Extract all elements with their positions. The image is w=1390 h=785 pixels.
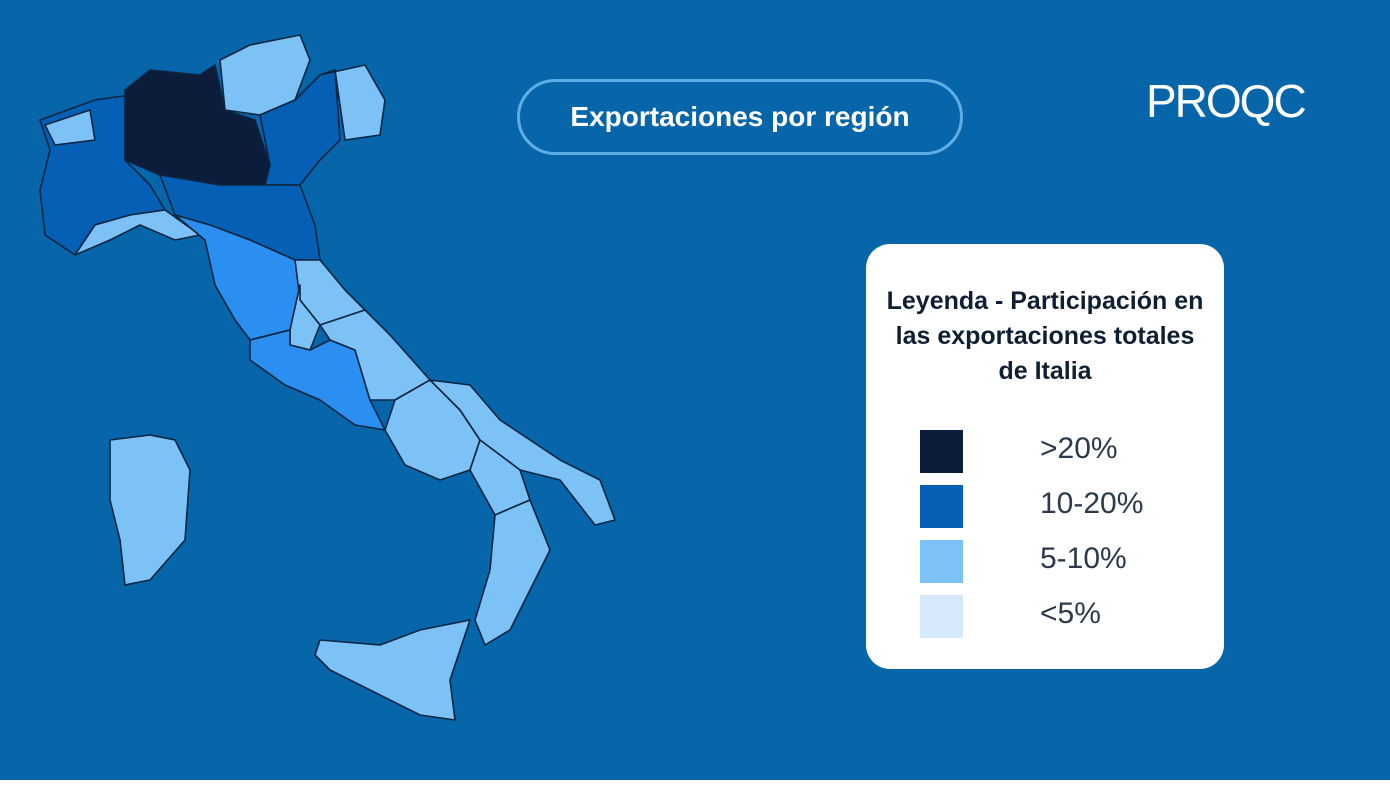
- legend-label: 5-10%: [1040, 542, 1127, 575]
- region: [474, 499, 551, 646]
- region: [319, 64, 386, 141]
- legend-label: 10-20%: [1040, 487, 1144, 520]
- legend-title: Leyenda - Participación en las exportaci…: [886, 287, 1204, 385]
- legend-label: <5%: [1040, 597, 1101, 630]
- region: [259, 69, 341, 186]
- legend-label: >20%: [1040, 432, 1118, 465]
- region: [109, 434, 191, 586]
- region: [219, 34, 311, 116]
- region: [44, 109, 96, 146]
- legend: Leyenda - Participación en las exportaci…: [866, 244, 1224, 669]
- region: [314, 619, 471, 721]
- legend-swatch: [920, 540, 963, 583]
- region: [124, 64, 271, 186]
- legend-swatch: [920, 430, 963, 473]
- italy-map: [39, 34, 616, 721]
- legend-swatch: [920, 485, 963, 528]
- logo: PROQC: [1146, 75, 1307, 127]
- region: [429, 379, 616, 526]
- title: Exportaciones por región: [570, 101, 910, 132]
- title-pill: Exportaciones por región: [517, 79, 963, 155]
- legend-swatch: [920, 595, 963, 638]
